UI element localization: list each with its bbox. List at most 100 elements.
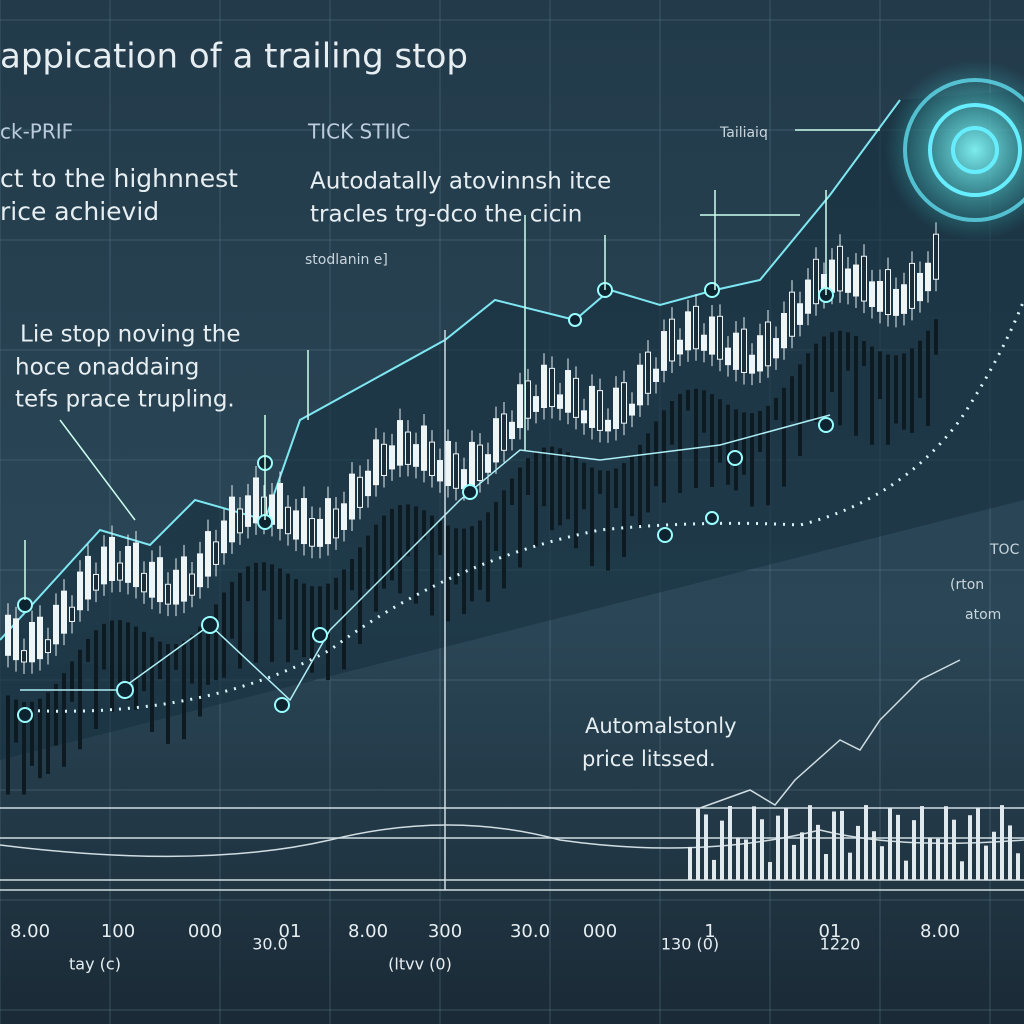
candle xyxy=(501,413,507,451)
volume-bar xyxy=(992,831,996,880)
candle xyxy=(389,445,395,470)
annotation: (rton xyxy=(950,577,984,593)
volume-bar xyxy=(864,805,868,880)
candle xyxy=(149,561,155,598)
x-sublabel: 30.0 xyxy=(252,935,288,954)
candle xyxy=(341,503,347,530)
candle xyxy=(693,305,699,350)
candle xyxy=(885,269,891,316)
candle xyxy=(541,364,547,409)
stop-line xyxy=(20,414,831,702)
candle xyxy=(469,441,475,487)
candle xyxy=(701,334,707,351)
candle xyxy=(45,639,51,654)
candle xyxy=(637,364,643,406)
candle xyxy=(13,618,19,661)
candle xyxy=(317,518,323,547)
x-tick-label: 100 xyxy=(101,921,135,942)
title: appication of a trailing stop xyxy=(0,37,468,77)
volume-bar xyxy=(712,859,716,880)
candle xyxy=(5,614,11,656)
candle xyxy=(645,351,651,394)
candle xyxy=(285,506,291,535)
candle xyxy=(229,496,235,543)
x-sublabel: 130 (0) xyxy=(661,935,719,954)
candle xyxy=(141,572,147,593)
candle xyxy=(493,418,499,463)
candle xyxy=(549,367,555,408)
volume-bar xyxy=(736,837,740,880)
candle xyxy=(21,650,27,663)
candle xyxy=(445,440,451,487)
x-tick-label: 300 xyxy=(428,921,462,942)
x-sublabel: 1220 xyxy=(820,935,861,954)
candle xyxy=(429,441,435,477)
candle xyxy=(421,425,427,471)
candle xyxy=(221,520,227,554)
candle xyxy=(61,590,67,634)
x-tick-label: 01 xyxy=(279,921,302,942)
candles xyxy=(5,222,939,795)
bottom-panel xyxy=(0,330,1024,891)
annotation: Autodatally atovinnsh itce xyxy=(310,169,611,195)
candle xyxy=(77,571,83,611)
candle xyxy=(613,387,619,430)
annotation: ck-PRIF xyxy=(0,120,73,144)
annotation: ct to the highnnest xyxy=(0,164,238,193)
volume-bar xyxy=(888,808,892,880)
candle xyxy=(677,339,683,355)
candle xyxy=(565,370,571,413)
candle xyxy=(869,281,875,308)
volume-bar xyxy=(816,824,820,880)
candle xyxy=(349,473,355,520)
volume-bar xyxy=(848,852,852,880)
volume-bar xyxy=(928,838,932,880)
candle xyxy=(925,262,931,292)
volume-bar xyxy=(832,811,836,880)
candle xyxy=(29,621,35,663)
annotation: rice achievid xyxy=(0,197,159,226)
candle xyxy=(525,380,531,419)
candle xyxy=(485,454,491,473)
volume-bar xyxy=(896,814,900,880)
candle xyxy=(173,569,179,605)
candle xyxy=(325,498,331,545)
volume-bar xyxy=(936,838,940,880)
volume-bar xyxy=(752,806,756,880)
candle xyxy=(661,331,667,371)
target-icon xyxy=(885,60,1024,240)
x-tick-label: 8.00 xyxy=(348,921,388,942)
volume-bar xyxy=(800,832,804,880)
candle xyxy=(301,498,307,545)
candle xyxy=(741,328,747,373)
candle xyxy=(245,495,251,527)
candle xyxy=(853,264,859,297)
candle xyxy=(117,562,123,581)
volume-bar xyxy=(872,831,876,880)
candle xyxy=(845,268,851,293)
x-tick-label: 1 xyxy=(704,921,715,942)
candle xyxy=(725,347,731,366)
candle xyxy=(757,335,763,372)
candle xyxy=(165,583,171,605)
volume-bar xyxy=(808,805,812,880)
annotation: TOC xyxy=(989,542,1020,558)
volume xyxy=(688,805,1020,880)
x-tick-label: 000 xyxy=(188,921,222,942)
volume-bar xyxy=(720,820,724,880)
x-sublabel: tay (c) xyxy=(69,955,121,974)
annotation: Tailiaiq xyxy=(719,125,768,141)
candle xyxy=(85,555,91,600)
volume-bar xyxy=(968,815,972,880)
volume-bar xyxy=(840,810,844,880)
candle xyxy=(189,573,195,596)
candle xyxy=(573,377,579,418)
candle xyxy=(861,255,867,302)
volume-bar xyxy=(688,846,692,880)
candle xyxy=(605,419,611,432)
candle xyxy=(69,606,75,622)
candle xyxy=(877,280,883,312)
candle xyxy=(829,259,835,293)
x-tick-label: 30.0 xyxy=(510,921,550,942)
candle xyxy=(125,546,131,583)
